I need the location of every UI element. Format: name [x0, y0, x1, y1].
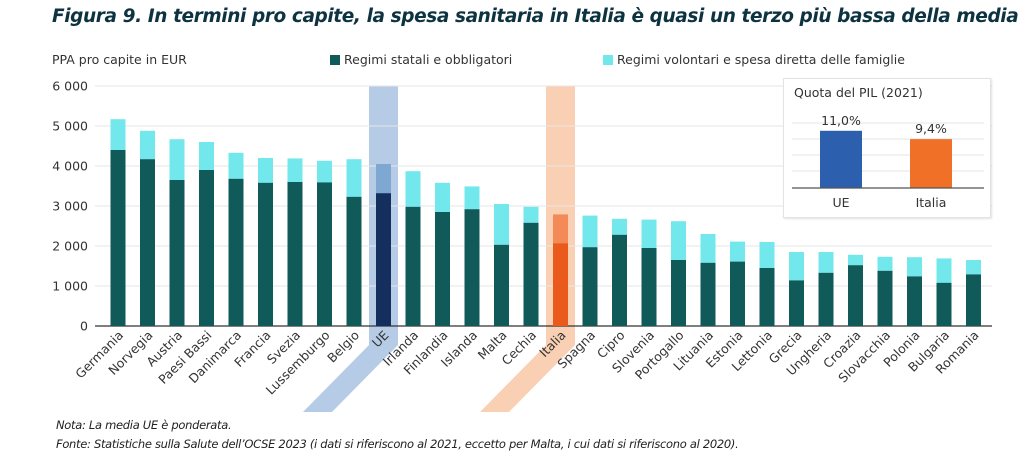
bars [110, 119, 981, 326]
bar-private-cechia [523, 206, 539, 223]
legend-item-private: Regimi volontari e spesa diretta delle f… [603, 52, 905, 67]
bar-public-francia [258, 182, 273, 326]
inset-title: Quota del PIL (2021) [794, 85, 923, 100]
bar-public-belgio [346, 196, 362, 326]
bar-private-romania [966, 260, 981, 275]
bar-public-portogallo [671, 260, 686, 326]
bar-public-malta [494, 244, 509, 326]
inset-category-label: UE [832, 195, 849, 210]
bar-private-estonia [730, 241, 745, 262]
bar-private-germania [110, 119, 126, 150]
inset-bar-italia [910, 139, 952, 188]
bar-public-finlandia [435, 212, 450, 326]
bar-private-croazia [848, 254, 863, 266]
inset-chart: 11,0% UE 9,4% Italia [792, 113, 984, 210]
bar-private-lettonia [759, 242, 775, 268]
y-tick-label: 6 000 [52, 79, 88, 94]
legend-swatch-private [603, 54, 613, 65]
bar-public-lettonia [759, 268, 775, 326]
bar-private-bulgaria [936, 258, 952, 283]
bar-public-ungheria [818, 272, 834, 326]
bar-public-romania [966, 274, 981, 326]
figure-title: Figura 9. In termini pro capite, la spes… [52, 6, 1024, 27]
highlight-band-italia [480, 86, 575, 412]
y-tick-label: 1 000 [52, 279, 88, 294]
bar-private-spagna [582, 215, 598, 248]
figure-note: Nota: La media UE è ponderata. [56, 418, 232, 432]
bar-private-ue [376, 164, 391, 194]
bar-public-germania [110, 150, 126, 326]
bar-private-ungheria [818, 252, 834, 273]
bar-private-grecia [789, 252, 804, 281]
bar-public-italia [553, 243, 568, 326]
bar-public-danimarca [228, 178, 244, 326]
legend-label-public: Regimi statali e obbligatori [344, 52, 513, 67]
y-tick-label: 3 000 [52, 199, 88, 214]
y-axis-label: PPA pro capite in EUR [52, 52, 187, 67]
bar-private-italia [553, 214, 568, 244]
inset-value-label: 9,4% [915, 121, 947, 136]
inset-value-label: 11,0% [821, 113, 861, 128]
bar-private-cipro [612, 218, 627, 235]
y-tick-labels: 0 1 000 2 000 3 000 4 000 5 000 6 000 [52, 79, 88, 334]
bar-public-austria [169, 180, 185, 326]
legend-item-public: Regimi statali e obbligatori [330, 52, 512, 67]
legend-swatch-public [330, 54, 340, 65]
inset-category-label: Italia [916, 195, 947, 210]
y-tick-label: 4 000 [52, 159, 88, 174]
bar-public-grecia [789, 280, 804, 326]
bar-private-lussemburgo [317, 160, 332, 183]
bar-private-finlandia [435, 182, 450, 212]
bar-public-slovenia [641, 248, 657, 326]
bar-private-lituania [700, 234, 716, 263]
bar-private-svezia [287, 158, 303, 182]
bar-public-estonia [730, 261, 745, 326]
y-tick-label: 0 [80, 319, 88, 334]
bar-private-portogallo [671, 221, 686, 260]
bar-public-lussemburgo [317, 182, 332, 326]
bar-public-spagna [582, 247, 598, 326]
bar-private-francia [258, 158, 273, 183]
bar-private-islanda [464, 186, 480, 210]
legend-label-private: Regimi volontari e spesa diretta delle f… [617, 52, 905, 67]
highlight-band-ue [303, 86, 398, 412]
bar-public-ue [376, 193, 391, 326]
bar-private-slovacchia [877, 256, 893, 271]
bar-public-polonia [907, 276, 922, 326]
bar-public-slovacchia [877, 270, 893, 326]
bar-public-lituania [700, 262, 716, 326]
figure-source: Fonte: Statistiche sulla Salute dell’OCS… [56, 437, 739, 451]
bar-public-cipro [612, 234, 627, 326]
bar-private-austria [169, 139, 185, 180]
bar-public-islanda [464, 209, 480, 326]
bar-private-irlanda [405, 171, 421, 207]
bar-public-norvegia [140, 159, 155, 326]
y-tick-label: 2 000 [52, 239, 88, 254]
bar-private-norvegia [140, 130, 155, 160]
bar-public-paesi-bassi [199, 170, 214, 326]
bar-private-polonia [907, 257, 922, 277]
bar-public-bulgaria [936, 282, 952, 326]
bar-private-danimarca [228, 152, 244, 179]
bar-private-paesi-bassi [199, 142, 214, 170]
bar-public-svezia [287, 182, 303, 326]
bar-private-slovenia [641, 219, 657, 248]
bar-private-belgio [346, 159, 362, 197]
y-tick-label: 5 000 [52, 119, 88, 134]
bar-public-irlanda [405, 206, 421, 326]
bar-private-malta [494, 204, 509, 245]
inset-bar-ue [820, 130, 862, 188]
gdp-share-inset: Quota del PIL (2021) 11,0% UE 9,4% Italia [783, 78, 991, 218]
highlight-bands [303, 86, 575, 412]
bar-public-cechia [523, 222, 539, 326]
bar-public-croazia [848, 265, 863, 326]
